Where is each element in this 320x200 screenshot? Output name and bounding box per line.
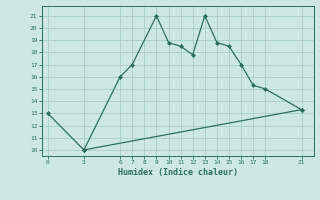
X-axis label: Humidex (Indice chaleur): Humidex (Indice chaleur)	[118, 168, 237, 177]
